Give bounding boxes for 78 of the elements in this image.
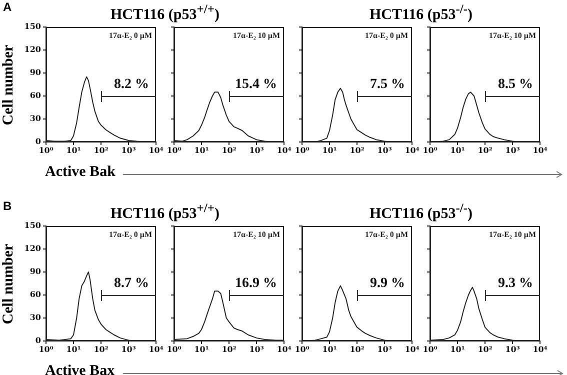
x-tick-label: 10² (222, 344, 237, 354)
x-tick-label: 10³ (121, 145, 136, 156)
x-tick-label: 10² (478, 344, 493, 354)
text: HCT116 (p53$^{+/+}$) (110, 201, 220, 223)
y-axis-title: Cell number (0, 243, 18, 324)
x-tick-label: 10⁰ (38, 145, 54, 156)
x-tick-label: 10⁰ (422, 344, 438, 354)
text: 17α-E₂ 0 μM (109, 230, 152, 240)
x-tick-label: 10¹ (322, 145, 337, 156)
x-tick-label: 10² (94, 344, 109, 354)
text: 17α-E₂ 10 μM (489, 31, 536, 40)
x-tick-label: 10² (350, 145, 365, 156)
text: A (3, 0, 12, 14)
x-tick-label: 10² (350, 344, 365, 354)
x-tick-label: 10¹ (450, 145, 465, 156)
text: 17α-E₂ 10 μM (233, 31, 280, 40)
x-tick-label: 10¹ (66, 344, 81, 354)
y-tick-label: 150 (24, 220, 42, 230)
annotation: 8.2 % (114, 77, 149, 92)
text: B (3, 199, 12, 213)
y-tick-label: 90 (30, 67, 42, 78)
y-tick-label: 120 (24, 243, 42, 254)
x-tick-label: 10⁰ (294, 145, 310, 156)
x-tick-label: 10⁰ (166, 344, 182, 354)
annotation: 15.4 % (235, 77, 277, 92)
x-tick-label: 10² (222, 145, 237, 156)
x-tick-label: 10³ (505, 145, 520, 156)
x-tick-label: 10² (94, 145, 109, 156)
annotation: 8.7 % (114, 276, 149, 291)
x-tick-label: 10¹ (450, 344, 465, 354)
x-tick-label: 10¹ (322, 344, 337, 354)
y-axis-title: Cell number (0, 44, 18, 125)
text: HCT116 (p53$^{-/-}$) (369, 201, 473, 223)
y-tick-label: 0 (35, 136, 42, 146)
y-tick-label: 30 (30, 312, 42, 322)
text: HCT116 (p53$^{-/-}$) (369, 2, 473, 24)
x-tick-label: 10⁴ (276, 145, 292, 156)
y-tick-label: 150 (24, 21, 42, 32)
annotation: 9.9 % (370, 276, 405, 291)
x-tick-label: 10³ (121, 344, 136, 354)
x-tick-label: 10⁴ (404, 344, 420, 354)
x-tick-label: 10⁴ (276, 344, 292, 354)
x-axis-title: Active Bax (45, 363, 115, 375)
x-tick-label: 10³ (249, 145, 264, 156)
x-tick-label: 10³ (249, 344, 264, 354)
text: 17α-E₂ 0 μM (109, 31, 152, 40)
x-tick-label: 10⁴ (404, 145, 420, 156)
text: 17α-E₂ 10 μM (489, 230, 536, 240)
x-tick-label: 10⁴ (532, 344, 548, 354)
x-tick-label: 10² (478, 145, 493, 156)
text: 17α-E₂ 10 μM (233, 230, 280, 240)
x-tick-label: 10⁰ (422, 145, 438, 156)
y-tick-label: 0 (35, 335, 42, 346)
annotation: 9.3 % (498, 276, 533, 291)
y-tick-label: 120 (24, 44, 42, 54)
x-tick-label: 10⁰ (38, 344, 54, 354)
x-tick-label: 10³ (377, 344, 392, 354)
x-tick-label: 10⁰ (166, 145, 182, 156)
x-tick-label: 10¹ (194, 145, 209, 156)
annotation: 7.5 % (370, 77, 405, 92)
x-tick-label: 10³ (505, 344, 520, 354)
y-tick-label: 30 (30, 113, 42, 124)
x-tick-label: 10⁴ (148, 145, 164, 156)
text: 17α-E₂ 0 μM (365, 31, 408, 40)
x-tick-label: 10¹ (66, 145, 81, 156)
x-tick-label: 10⁴ (532, 145, 548, 156)
x-tick-label: 10³ (377, 145, 392, 156)
y-tick-label: 60 (30, 289, 42, 300)
x-tick-label: 10¹ (194, 344, 209, 354)
y-tick-label: 60 (30, 90, 42, 100)
x-axis-title: Active Bak (45, 164, 116, 181)
y-tick-label: 90 (30, 266, 42, 276)
annotation: 16.9 % (235, 276, 277, 291)
text: HCT116 (p53$^{+/+}$) (110, 2, 220, 24)
x-tick-label: 10⁴ (148, 344, 164, 354)
text: 17α-E₂ 0 μM (365, 230, 408, 240)
annotation: 8.5 % (498, 77, 533, 92)
x-tick-label: 10⁰ (294, 344, 310, 354)
